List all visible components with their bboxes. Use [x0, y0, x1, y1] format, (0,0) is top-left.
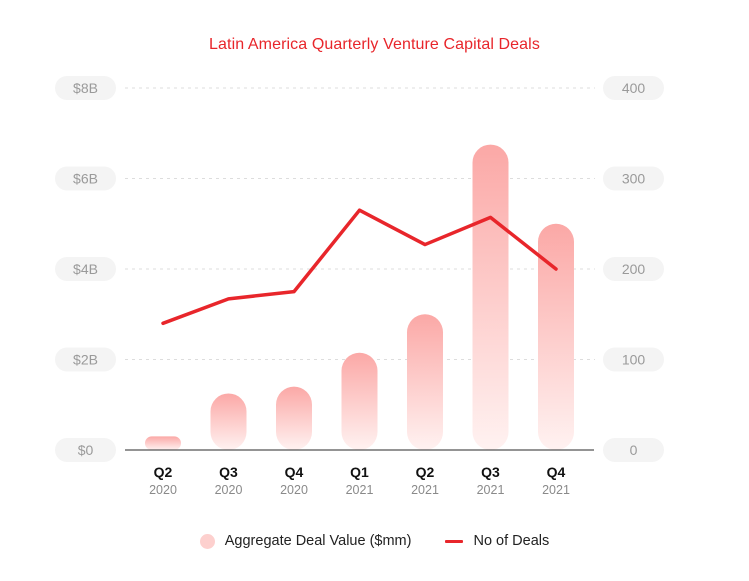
left-tick-pill — [55, 257, 116, 281]
x-tick-year: 2020 — [215, 483, 243, 497]
left-tick-label: $0 — [78, 442, 94, 458]
left-tick-label: $6B — [73, 171, 98, 187]
right-tick-pill — [603, 166, 664, 191]
right-tick-pill — [603, 257, 664, 281]
x-tick-label: Q1 — [350, 464, 369, 480]
x-tick-year: 2020 — [280, 483, 308, 497]
x-tick-year: 2021 — [346, 483, 374, 497]
left-tick-label: $4B — [73, 261, 98, 277]
left-tick-label: $2B — [73, 352, 98, 368]
legend-swatch-bar — [199, 533, 215, 549]
x-tick-label: Q3 — [481, 464, 500, 480]
right-tick-label: 100 — [622, 352, 646, 368]
right-tick-pill — [603, 438, 664, 462]
x-tick-year: 2020 — [149, 483, 177, 497]
right-tick-label: 200 — [622, 261, 646, 277]
x-tick-year: 2021 — [542, 483, 570, 497]
bar — [407, 314, 443, 450]
chart-title: Latin America Quarterly Venture Capital … — [209, 36, 540, 53]
right-tick-label: 0 — [630, 442, 638, 458]
legend-label-deal-value: Aggregate Deal Value ($mm) — [224, 533, 412, 549]
left-tick-pill — [55, 438, 116, 462]
x-tick-year: 2021 — [411, 483, 439, 497]
legend-item-deal-value: Aggregate Deal Value ($mm) — [199, 533, 412, 549]
left-tick-label: $8B — [73, 80, 98, 96]
x-tick-year: 2021 — [477, 483, 505, 497]
left-tick-pill — [55, 76, 116, 100]
bar — [341, 352, 378, 450]
right-tick-label: 400 — [622, 80, 646, 96]
deal-count-line — [161, 208, 558, 326]
bar — [145, 436, 181, 450]
bar — [210, 393, 247, 450]
bar — [538, 223, 574, 450]
right-tick-pill — [603, 76, 664, 100]
x-tick-label: Q2 — [154, 464, 173, 480]
x-tick-label: Q3 — [219, 464, 238, 480]
x-tick-label: Q4 — [285, 464, 304, 480]
bar — [276, 386, 312, 450]
right-tick-label: 300 — [622, 171, 646, 187]
left-tick-pill — [55, 347, 116, 372]
legend-item-deal-count: No of Deals — [445, 533, 549, 549]
left-tick-pill — [55, 166, 116, 191]
legend-swatch-line — [445, 539, 464, 543]
legend: Aggregate Deal Value ($mm) No of Deals — [0, 533, 749, 549]
x-tick-label: Q4 — [547, 464, 566, 480]
right-tick-pill — [603, 347, 664, 372]
legend-label-deal-count: No of Deals — [473, 533, 550, 549]
bar — [472, 144, 509, 450]
x-tick-label: Q2 — [416, 464, 435, 480]
